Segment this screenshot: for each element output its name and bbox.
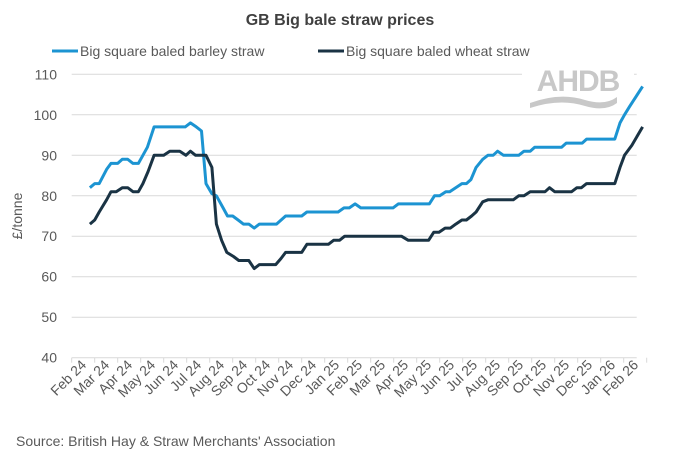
svg-text:AHDB: AHDB: [537, 65, 620, 98]
y-tick-label: 50: [41, 309, 57, 325]
series-line-wheat: [88, 126, 644, 271]
y-tick-label: 90: [41, 147, 57, 163]
gridlines: [71, 73, 637, 318]
legend: Big square baled barley straw Big square…: [52, 43, 531, 59]
y-tick-label: 110: [35, 66, 58, 82]
y-tick-label: 70: [41, 228, 57, 244]
y-tick-label: 60: [41, 269, 57, 285]
y-axis-label: £/tonne: [9, 192, 25, 239]
y-tick-label: 80: [41, 188, 57, 204]
y-tick-label: 100: [34, 107, 58, 123]
y-axis-ticks: 40 50 60 70 80 90 100 110: [34, 66, 58, 365]
series-line-barley: [88, 85, 644, 230]
y-tick-label: 40: [41, 350, 57, 366]
source-note: Source: British Hay & Straw Merchants' A…: [16, 433, 335, 449]
chart-title: GB Big bale straw prices: [246, 12, 435, 29]
legend-label-wheat: Big square baled wheat straw: [346, 43, 531, 59]
ahdb-logo: AHDB: [522, 62, 634, 109]
legend-label-barley: Big square baled barley straw: [80, 43, 265, 59]
series-lines: [88, 85, 644, 271]
